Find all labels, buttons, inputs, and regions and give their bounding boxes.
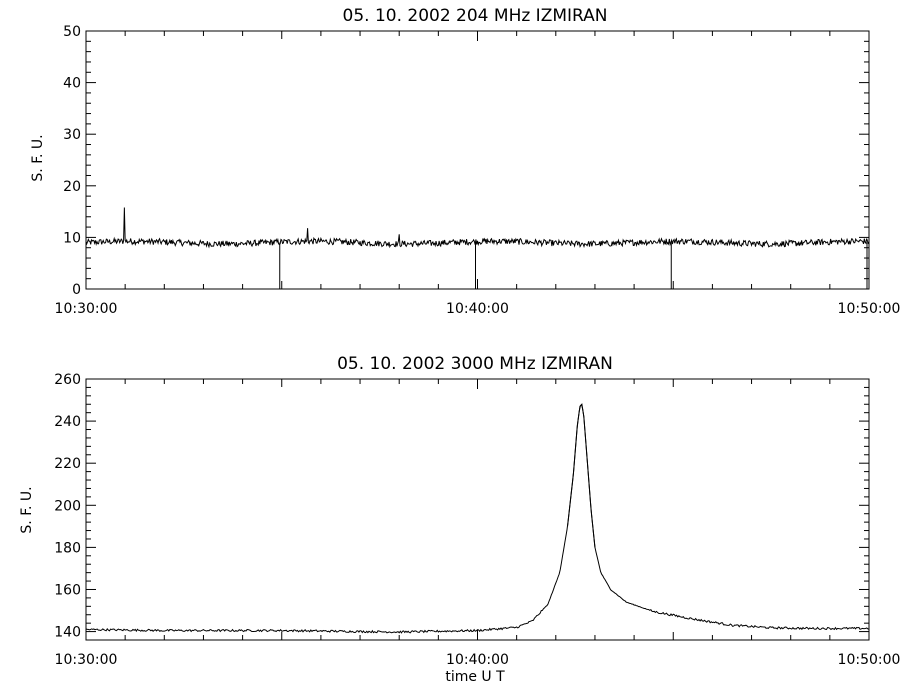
y-tick-label: 50	[63, 24, 81, 40]
chart-title-3000mhz: 05. 10. 2002 3000 MHz IZMIRAN	[337, 354, 613, 374]
x-tick-label: 10:30:00	[55, 652, 118, 668]
y-axis-label-3000mhz: S. F. U.	[19, 486, 35, 533]
x-tick-labels-3000mhz: 10:30:00 10:40:00 10:50:00	[55, 652, 900, 668]
flux-line-3000mhz	[85, 403, 870, 634]
x-tick-label: 10:30:00	[55, 301, 118, 317]
y-axis-label-204mhz: S. F. U.	[30, 134, 46, 181]
y-tick-label: 0	[72, 282, 81, 298]
plot-frame-3000mhz	[85, 378, 870, 641]
y-tick-label: 30	[63, 127, 81, 143]
y-tick-label: 180	[54, 540, 81, 556]
x-tick-label: 10:40:00	[446, 301, 509, 317]
x-tick-label: 10:50:00	[838, 652, 900, 668]
axis-ticks-204mhz	[85, 30, 870, 290]
axis-ticks-3000mhz	[85, 378, 870, 641]
x-tick-label: 10:40:00	[446, 652, 509, 668]
y-tick-labels-204mhz: 0 10 20 30 40 50	[63, 24, 81, 298]
panel-204mhz: 05. 10. 2002 204 MHz IZMIRAN S. F. U. 0 1…	[30, 6, 900, 317]
y-tick-label: 240	[54, 414, 81, 430]
panel-3000mhz: 05. 10. 2002 3000 MHz IZMIRAN S. F. U. 1…	[19, 354, 900, 685]
y-tick-labels-3000mhz: 140 160 180 200 220 240 260	[54, 372, 81, 641]
y-tick-label: 200	[54, 498, 81, 514]
y-tick-label: 40	[63, 76, 81, 92]
y-tick-label: 10	[63, 230, 81, 246]
dropouts-204mhz	[279, 242, 868, 289]
chart-title-204mhz: 05. 10. 2002 204 MHz IZMIRAN	[343, 6, 608, 26]
x-tick-label: 10:50:00	[838, 301, 900, 317]
y-tick-label: 160	[54, 582, 81, 598]
flux-line-204mhz	[85, 207, 870, 249]
y-tick-label: 220	[54, 456, 81, 472]
y-tick-label: 20	[63, 179, 81, 195]
plot-frame-204mhz	[85, 30, 870, 290]
flux-peak-3000mhz	[567, 403, 596, 548]
x-axis-label-3000mhz: time U T	[445, 669, 505, 685]
y-tick-label: 140	[54, 625, 81, 641]
y-tick-label: 260	[54, 372, 81, 388]
x-tick-labels-204mhz: 10:30:00 10:40:00 10:50:00	[55, 301, 900, 317]
